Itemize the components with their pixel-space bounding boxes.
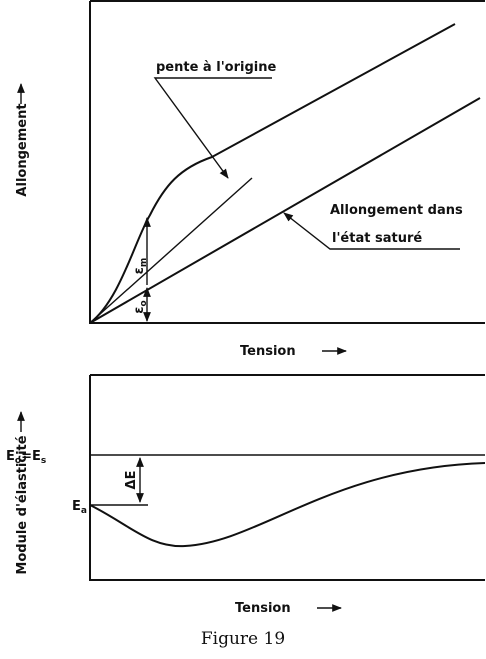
y-axis-label: Allongement (15, 103, 30, 196)
x-axis-label: Tension (240, 344, 296, 359)
ea-label: Ea (72, 499, 87, 516)
eo-es-label: Eo=Es (6, 449, 46, 466)
caption: Figure 19 (201, 629, 285, 649)
x-axis-label: Tension (235, 601, 291, 616)
elongation-curve (89, 23, 456, 324)
tangent-leader (153, 77, 272, 179)
tangent-label: pente à l'origine (156, 60, 276, 75)
top-plot: εm εo pente à l'origine Allongement dans… (15, 0, 485, 359)
bottom-plot: ΔE Eo=Es Ea Module d'élasticité Tension (6, 374, 486, 616)
saturated-leader (283, 212, 460, 250)
saturated-label: Allongement dans (330, 203, 463, 218)
epsilon-m: εm (132, 258, 149, 275)
modulus-curve (89, 462, 486, 548)
frame (89, 0, 485, 324)
epsilon-o: εo (132, 300, 149, 313)
delta-e: ΔE (124, 471, 139, 490)
tangent-line (89, 177, 253, 324)
saturated-label: l'état saturé (332, 231, 422, 246)
saturated-line (89, 97, 481, 324)
frame (89, 374, 485, 581)
y-axis-label: Module d'élasticité (15, 435, 30, 574)
